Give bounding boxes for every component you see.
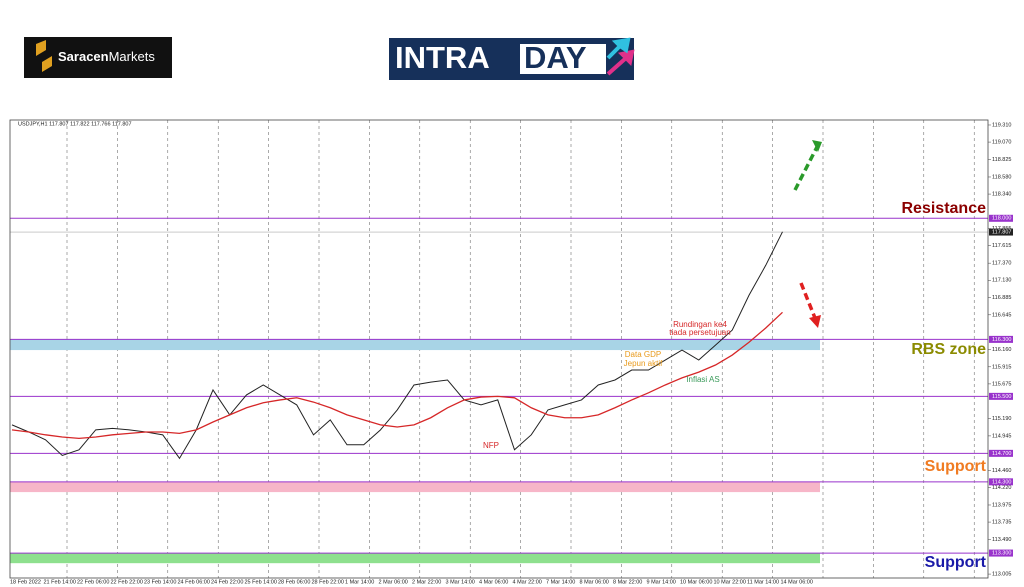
y-tick-label: 115.675 [992,381,1011,387]
annotation: tiada persetujuan [669,328,730,337]
y-tick-label: 113.490 [992,537,1011,543]
x-tick-label: 8 Mar 06:00 [580,579,609,585]
x-tick-label: 3 Mar 14:00 [446,579,475,585]
x-tick-label: 25 Feb 14:00 [245,579,277,585]
y-tick-label: 118.825 [992,157,1011,163]
x-tick-label: 18 Feb 2022 [10,579,41,585]
brand-bold: Saracen [58,49,109,64]
price-line [11,231,783,460]
zone-label: RBS zone [911,341,986,358]
level-tag [989,392,1013,400]
x-tick-label: 28 Feb 22:00 [312,579,344,585]
annotation: Data GDP [625,350,661,359]
title-dark: DAY [524,40,587,75]
level-label: 114.700 [992,451,1011,457]
plot-area: 119.310 119.070 118.825 118.580 118.340 117.8… [10,120,1013,585]
x-tick-label: 28 Feb 06:00 [278,579,310,585]
x-tick-label: 8 Mar 22:00 [613,579,642,585]
level-tag [989,335,1013,343]
level-label: 114.300 [992,479,1011,485]
annotation: Inflasi AS [686,375,719,384]
x-tick-label: 24 Feb 06:00 [178,579,210,585]
plot-frame [9,119,989,579]
brand-name: SaracenMarkets [58,49,155,64]
x-tick-label: 1 Mar 14:00 [345,579,374,585]
x-tick-label: 2 Mar 22:00 [412,579,441,585]
y-tick-label: 118.580 [992,174,1011,180]
y-tick-label: 117.615 [992,243,1011,249]
y-tick-label: 115.190 [992,416,1011,422]
zone-label: Resistance [902,200,987,217]
y-tick-label: 116.645 [992,312,1011,318]
zone [10,339,820,351]
y-tick-label: 114.945 [992,433,1011,439]
down-arrow [799,282,817,319]
symbol-info: USDJPY,H1 117.807 117.822 117.766 117.80… [18,121,132,127]
y-tick-label: 114.220 [992,485,1011,491]
y-tick-label: 113.005 [992,572,1011,578]
x-tick-label: 4 Mar 22:00 [513,579,542,585]
brand-logo [24,37,172,78]
x-tick-label: 14 Mar 06:00 [781,579,813,585]
up-arrow [793,144,820,191]
current-price-tag [989,228,1013,236]
x-tick-label: 9 Mar 14:00 [647,579,676,585]
level-label: 118.000 [992,216,1011,222]
x-tick-label: 22 Feb 06:00 [77,579,109,585]
level-label: 116.300 [992,337,1011,343]
brand-light: Markets [109,49,156,64]
y-tick-label: 114.460 [992,468,1011,474]
up-arrow-head [812,140,822,152]
level-label: 115.500 [992,394,1011,400]
title-arrow-cyan [606,37,631,60]
brand-icon [36,40,52,72]
zone [10,481,820,493]
y-tick-label: 119.070 [992,140,1011,146]
x-tick-label: 24 Feb 22:00 [211,579,243,585]
x-tick-label: 7 Mar 14:00 [546,579,575,585]
level-tag [989,478,1013,486]
y-tick-label: 113.975 [992,502,1011,508]
y-tick-label: 115.915 [992,364,1011,370]
level-tag [989,214,1013,222]
level-tag [989,549,1013,557]
y-tick-label: 116.160 [992,347,1011,353]
x-tick-label: 2 Mar 06:00 [379,579,408,585]
level-tag [989,449,1013,457]
annotation: NFP [483,441,499,450]
x-tick-label: 21 Feb 14:00 [44,579,76,585]
level-label: 113.300 [992,551,1011,557]
y-tick-label: 113.735 [992,520,1011,526]
x-tick-label: 11 Mar 14:00 [747,579,779,585]
y-tick-label: 116.885 [992,295,1011,301]
title-box [520,44,606,74]
y-tick-label: 119.310 [992,122,1011,128]
x-tick-label: 23 Feb 14:00 [144,579,176,585]
y-tick-label: 117.130 [992,278,1011,284]
moving-average [11,311,783,440]
current-price-label: 117.807 [992,229,1011,235]
zone-label: Support [925,458,987,475]
x-tick-label: 10 Mar 06:00 [680,579,712,585]
zone-label: Support [925,554,987,571]
annotation: Jepun aktif [624,359,663,368]
zone [10,553,820,564]
y-tick-label: 118.340 [992,192,1011,198]
x-tick-label: 4 Mar 06:00 [479,579,508,585]
down-arrow-head [809,315,821,328]
x-tick-label: 10 Mar 22:00 [714,579,746,585]
x-tick-label: 22 Feb 22:00 [111,579,143,585]
y-tick-label: 117.370 [992,261,1011,267]
title-light: INTRA [395,40,490,75]
annotation: Rundingan ke4 [673,320,727,329]
